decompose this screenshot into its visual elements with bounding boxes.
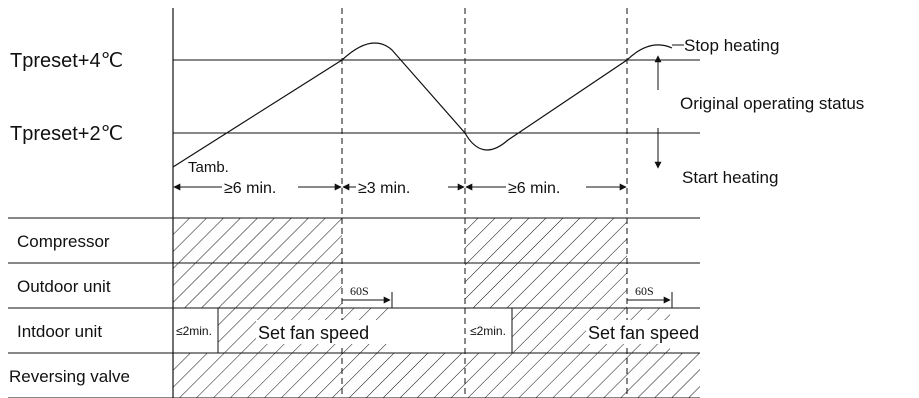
outdoor-on-2 bbox=[465, 263, 627, 308]
original-status-label: Original operating status bbox=[680, 94, 864, 113]
fan-label-bg-2 bbox=[586, 320, 736, 344]
interval-label-1: ≥6 min. bbox=[224, 180, 276, 197]
indoor-delay-label-2: ≤2min. bbox=[470, 324, 506, 338]
stop-heating-label: Stop heating bbox=[684, 36, 779, 55]
interval-label-bg-1 bbox=[222, 178, 298, 196]
compressor-on-1 bbox=[173, 218, 342, 263]
lower-level-label: Tpreset+2℃ bbox=[10, 123, 123, 145]
outdoor-on-1 bbox=[173, 263, 342, 308]
fan-speed-label-2: Set fan speed bbox=[588, 323, 699, 343]
reversing-valve-on bbox=[173, 353, 700, 398]
interval-label-3: ≥6 min. bbox=[508, 180, 560, 197]
timer-label-2: 60S bbox=[635, 284, 654, 298]
indoor-unit-label: Intdoor unit bbox=[17, 322, 102, 341]
fan-speed-label-1: Set fan speed bbox=[258, 323, 369, 343]
compressor-on-2 bbox=[465, 218, 627, 263]
ambient-label: Tamb. bbox=[188, 159, 229, 176]
interval-label-bg-2 bbox=[356, 178, 448, 196]
indoor-delay-label-1: ≤2min. bbox=[176, 324, 212, 338]
interval-label-bg-3 bbox=[506, 178, 586, 196]
reversing-valve-label: Reversing valve bbox=[9, 367, 130, 386]
upper-level-label: Tpreset+4℃ bbox=[10, 50, 123, 72]
outdoor-unit-label: Outdoor unit bbox=[17, 277, 111, 296]
fan-label-bg-1 bbox=[256, 320, 408, 344]
interval-label-2: ≥3 min. bbox=[358, 180, 410, 197]
compressor-label: Compressor bbox=[17, 232, 110, 251]
temperature-curve bbox=[172, 42, 673, 168]
timer-label-1: 60S bbox=[350, 284, 369, 298]
start-heating-label: Start heating bbox=[682, 168, 778, 187]
